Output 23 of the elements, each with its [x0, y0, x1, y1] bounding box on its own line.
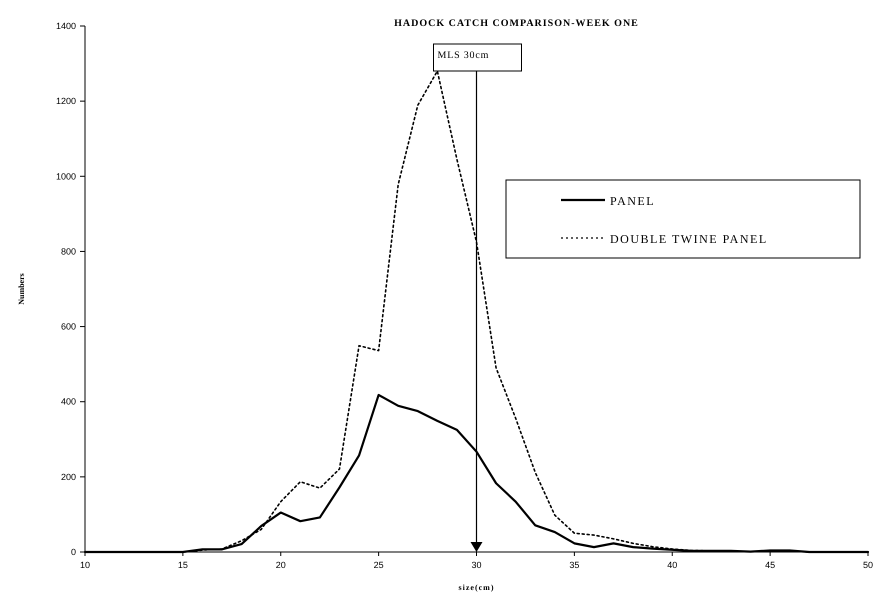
x-tick-label: 10: [80, 560, 90, 570]
x-tick-label: 45: [765, 560, 776, 570]
x-tick-label: 25: [374, 560, 384, 570]
x-tick-label: 30: [471, 560, 482, 570]
y-tick-label: 600: [60, 322, 76, 332]
y-tick-label: 0: [70, 547, 76, 557]
x-tick-label: 35: [569, 560, 580, 570]
y-tick-label: 1000: [56, 171, 76, 182]
legend-label: DOUBLE TWINE PANEL: [610, 232, 768, 246]
x-axis-title: size(cm): [458, 583, 494, 592]
x-tick-label: 50: [862, 560, 874, 570]
y-tick-label: 400: [60, 396, 76, 407]
y-tick-label: 800: [60, 246, 76, 256]
chart-title: HADOCK CATCH COMPARISON-WEEK ONE: [394, 18, 639, 29]
x-tick-label: 20: [276, 560, 286, 570]
y-axis-title: Numbers: [17, 273, 26, 305]
y-tick-label: 1200: [56, 96, 76, 106]
legend-label: PANEL: [610, 194, 656, 208]
x-tick-label: 15: [178, 560, 188, 570]
y-tick-label: 200: [60, 472, 76, 482]
ref-line-label: MLS 30cm: [438, 50, 490, 61]
y-tick-label: 1400: [56, 21, 76, 31]
x-tick-label: 40: [667, 560, 678, 570]
